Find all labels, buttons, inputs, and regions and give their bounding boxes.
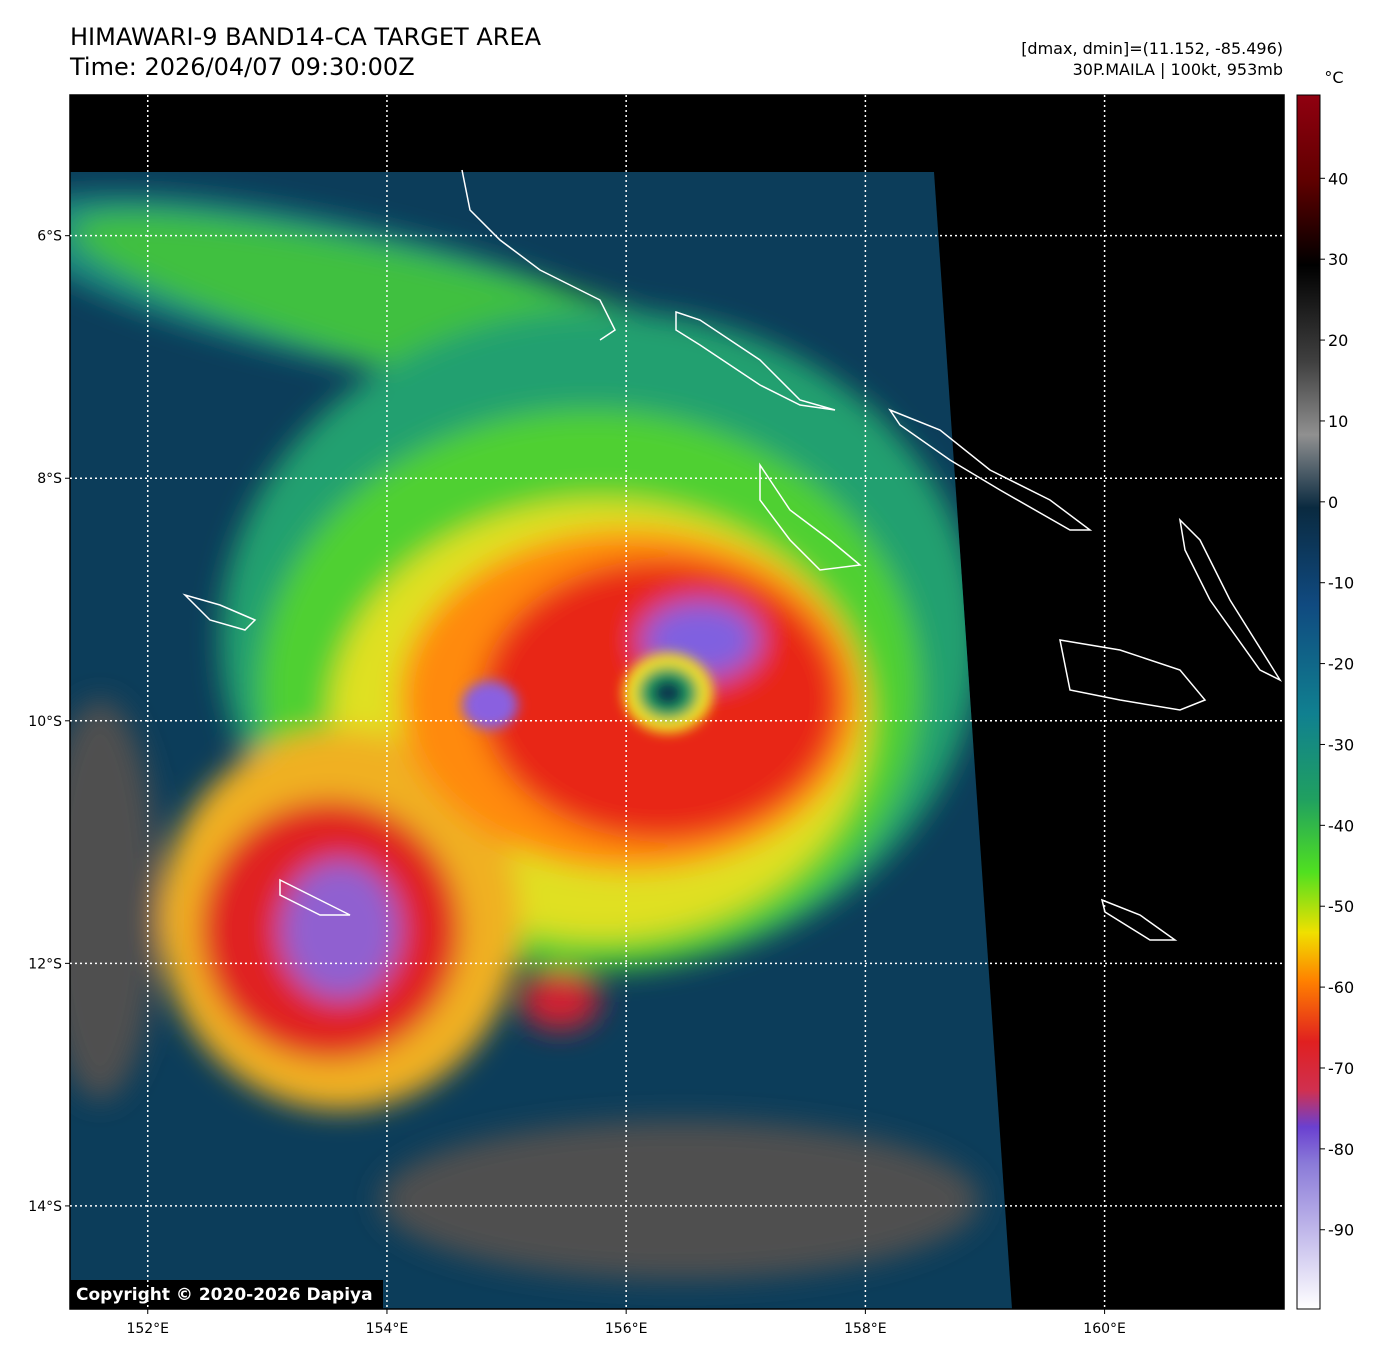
colorbar-tick-label: 20: [1328, 331, 1348, 350]
storm-info: 30P.MAILA | 100kt, 953mb: [1073, 60, 1283, 79]
colorbar-tick-label: -20: [1328, 655, 1354, 674]
x-tick-label: 156°E: [605, 1321, 648, 1337]
colorbar-tick-label: 40: [1328, 169, 1348, 188]
colorbar-tick-label: -40: [1328, 816, 1354, 835]
colorbar-tick-label: 0: [1328, 493, 1338, 512]
map-frame: [69, 94, 1285, 1310]
y-tick-label: 6°S: [37, 229, 62, 245]
colorbar-tick-label: -10: [1328, 574, 1354, 593]
x-tick-label: 160°E: [1083, 1321, 1126, 1337]
colorbar-tick-label: -30: [1328, 735, 1354, 754]
x-tick-label: 158°E: [844, 1321, 887, 1337]
copyright-box: [70, 1280, 383, 1309]
time: Time: 2026/04/07 09:30:00Z: [69, 53, 415, 81]
colorbar-tick-label: 30: [1328, 250, 1348, 269]
coastlines: [182, 169, 1283, 941]
y-tick-label: 10°S: [28, 714, 62, 730]
satellite-imagery: [70, 172, 1012, 1309]
copyright: Copyright © 2020-2026 Dapiya: [76, 1285, 373, 1305]
colorbar-unit: °C: [1324, 68, 1343, 87]
colorbar-tick-label: -90: [1328, 1221, 1354, 1240]
colorbar-tick-label: -60: [1328, 978, 1354, 997]
range-info: [dmax, dmin]=(11.152, -85.496): [1021, 39, 1283, 58]
colorbar-tick-label: 10: [1328, 412, 1348, 431]
colorbar-tick-label: -80: [1328, 1140, 1354, 1159]
y-tick-label: 8°S: [37, 471, 62, 487]
colorbar-tick-label: -50: [1328, 897, 1354, 916]
colorbar-tick-label: -70: [1328, 1059, 1354, 1078]
title: HIMAWARI-9 BAND14-CA TARGET AREA: [70, 23, 542, 51]
y-tick-label: 14°S: [28, 1199, 62, 1215]
x-tick-label: 154°E: [366, 1321, 409, 1337]
y-tick-label: 12°S: [28, 956, 62, 972]
colorbar: [1296, 94, 1321, 1310]
x-tick-label: 152°E: [126, 1321, 169, 1337]
